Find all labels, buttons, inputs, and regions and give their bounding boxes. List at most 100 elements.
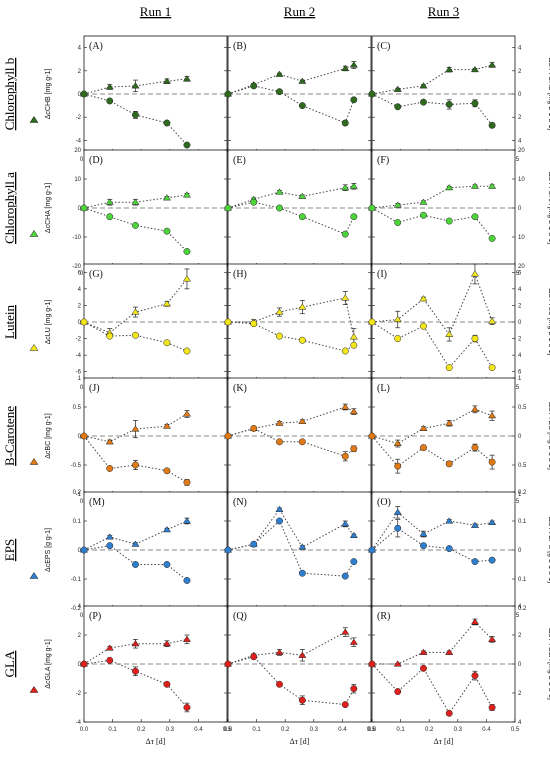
circle-point bbox=[488, 704, 496, 711]
panel-label: (N) bbox=[233, 497, 247, 508]
panel-frame bbox=[83, 491, 228, 609]
y-tick-label: 0 bbox=[78, 434, 82, 440]
triangle-point bbox=[393, 315, 402, 323]
circle-point bbox=[163, 227, 171, 235]
circle-point bbox=[488, 364, 496, 372]
circle-point bbox=[445, 545, 453, 552]
circle-point bbox=[106, 213, 114, 221]
y-tick-label-right: 4 bbox=[518, 353, 522, 359]
y-tick-label: -10 bbox=[72, 235, 81, 241]
triangle-point bbox=[182, 635, 192, 642]
y-tick-label: -0.2 bbox=[71, 606, 82, 612]
y-tick-label-right: 10 bbox=[518, 235, 525, 241]
left-ylabel-triangle-marker bbox=[29, 343, 39, 351]
x-tick-label: 0.3 bbox=[166, 727, 175, 733]
circle-point bbox=[350, 96, 358, 104]
triangle-point bbox=[341, 64, 350, 71]
triangle-point bbox=[349, 638, 358, 645]
circle-series-line bbox=[371, 663, 493, 715]
triangle-point bbox=[419, 82, 428, 89]
y-tick-label: 6 bbox=[78, 270, 82, 276]
circle-point bbox=[224, 432, 232, 440]
right-ylabel: ΔSTYEPS [g L-1 d-1] bbox=[547, 517, 550, 583]
triangle-series-line bbox=[83, 194, 188, 209]
circle-point bbox=[394, 335, 402, 343]
circle-point bbox=[420, 322, 427, 330]
triangle-point bbox=[298, 417, 307, 425]
y-tick-label-right: 1 bbox=[518, 492, 522, 498]
triangle-point bbox=[131, 425, 140, 432]
y-tick-label: 4 bbox=[78, 287, 82, 293]
triangle-point bbox=[105, 533, 114, 540]
y-tick-label-right: 0 bbox=[518, 548, 522, 554]
circle-point bbox=[163, 680, 171, 688]
panel-label: (E) bbox=[233, 155, 246, 166]
right-ylabel-group-0: ΔSTYCHB [mg L-1 d-1] bbox=[547, 58, 550, 131]
y-tick-label-right: 6 bbox=[518, 370, 522, 376]
y-tick-label: 0.1 bbox=[73, 519, 82, 525]
x-tick-label: 0.5 bbox=[367, 727, 376, 733]
triangle-point bbox=[488, 61, 497, 68]
circle-point bbox=[132, 561, 139, 568]
circle-point bbox=[341, 701, 349, 709]
panel-b: 0.00.10.20.30.40.5(B) bbox=[224, 35, 376, 163]
triangle-point bbox=[488, 182, 497, 189]
circle-point bbox=[420, 444, 427, 452]
y-tick-label-right: 2 bbox=[518, 69, 522, 75]
y-tick-label: -4 bbox=[76, 720, 82, 726]
triangle-point bbox=[298, 77, 307, 84]
panel-frame bbox=[371, 35, 516, 153]
y-tick-label: -2 bbox=[76, 691, 82, 697]
triangle-series-line bbox=[371, 408, 493, 445]
panel-label: (I) bbox=[377, 269, 387, 280]
circle-point bbox=[132, 111, 139, 119]
triangle-point bbox=[162, 422, 172, 429]
circle-point bbox=[350, 558, 358, 566]
circle-point bbox=[276, 88, 283, 96]
triangle-series-line bbox=[83, 78, 188, 95]
column-header-2: Run 2 bbox=[284, 4, 315, 19]
triangle-point bbox=[298, 543, 307, 550]
circle-point bbox=[298, 438, 306, 446]
circle-point bbox=[368, 204, 376, 212]
right-ylabel: ΔSTYLU [mg L-1 d-1] bbox=[547, 289, 550, 356]
right-ylabel: ΔSTYCHB [mg L-1 d-1] bbox=[547, 58, 550, 131]
column-header-1: Run 1 bbox=[140, 4, 171, 19]
circle-point bbox=[250, 540, 258, 548]
circle-point bbox=[224, 204, 232, 212]
left-ylabel: ΔcEPS [g g-1] bbox=[45, 528, 52, 572]
panel-label: (L) bbox=[377, 383, 390, 394]
x-tick-label: 0.3 bbox=[454, 727, 463, 733]
panel-o: 0.20.100.10.20.00.10.20.30.40.5(O) bbox=[368, 490, 527, 619]
x-axis-label-2: Δτ [d] bbox=[290, 737, 310, 746]
circle-point bbox=[420, 664, 427, 672]
circle-point bbox=[368, 90, 376, 98]
circle-point bbox=[224, 90, 232, 98]
circle-point bbox=[132, 461, 139, 469]
y-tick-label-right: 4 bbox=[518, 720, 522, 726]
triangle-point bbox=[275, 188, 284, 195]
triangle-point bbox=[341, 294, 350, 301]
right-ylabel-group-3: ΔSTYBC [mg L-1 d-1] bbox=[547, 402, 550, 470]
triangle-point bbox=[488, 412, 497, 419]
circle-point bbox=[106, 542, 114, 550]
panel-p: -4 -2 0 2 4 0.0 0.1 0.2 0.3 0.4 0.5 (P) bbox=[76, 604, 232, 733]
left-ylabel: ΔcBC [mg g-1] bbox=[45, 413, 52, 459]
left-ylabel: ΔcCHB [mg g-1] bbox=[45, 69, 52, 120]
triangle-point bbox=[105, 83, 114, 90]
right-ylabel-group-2: ΔSTYLU [mg L-1 d-1] bbox=[547, 289, 550, 356]
panel-i: 64202460.00.10.20.30.40.5(I) bbox=[368, 263, 522, 391]
y-tick-label-right: 4 bbox=[518, 287, 522, 293]
y-tick-label-right: 0 bbox=[518, 92, 522, 98]
x-tick-label: 0.0 bbox=[224, 727, 233, 733]
circle-point bbox=[106, 465, 114, 472]
circle-point bbox=[341, 347, 349, 355]
panel-frame bbox=[83, 149, 228, 267]
panel-d: -20-10010200.00.10.20.30.40.5(D) bbox=[72, 148, 232, 277]
circle-series-line bbox=[83, 321, 188, 352]
triangle-series-line bbox=[371, 64, 493, 95]
triangle-point bbox=[182, 75, 192, 82]
triangle-series-line bbox=[83, 413, 188, 443]
